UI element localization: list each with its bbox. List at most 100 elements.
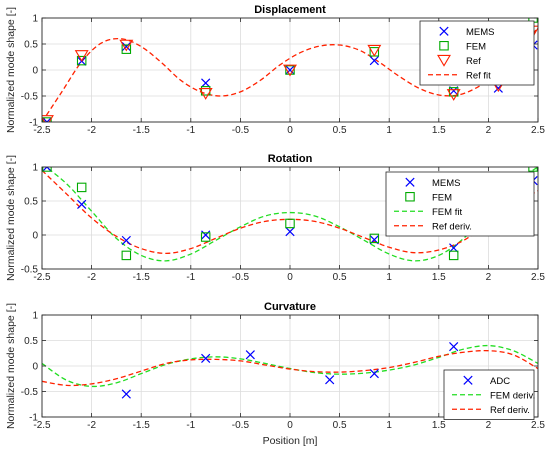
- data-point-mems: [285, 226, 295, 237]
- legend-symbol-ref: [437, 54, 451, 67]
- x-tick-label: 0.5: [333, 420, 347, 431]
- legend-symbol-fem: [439, 40, 449, 51]
- legend: MEMS FEM FEM fit Ref deriv.: [385, 171, 535, 237]
- x-tick-label: -2.5: [33, 420, 51, 431]
- x-tick-label: -0.5: [232, 272, 250, 283]
- data-point-mems: [42, 167, 52, 172]
- x-tick-label: 2: [486, 125, 492, 136]
- x-axis-label: Position [m]: [263, 435, 318, 447]
- data-point-mems: [201, 78, 211, 88]
- data-point-ref: [74, 50, 89, 62]
- data-point-mems: [121, 235, 131, 246]
- y-tick-label: -0.5: [21, 387, 39, 398]
- y-tick-label: 0: [32, 66, 38, 77]
- chart-title: Rotation: [268, 153, 313, 165]
- series-line-fem-fit: [45, 167, 538, 262]
- data-point-mems: [77, 199, 87, 210]
- data-point-mems: [121, 41, 131, 52]
- x-tick-label: -2: [87, 272, 96, 283]
- legend-label: MEMS: [466, 27, 495, 38]
- x-tick-label: 1.5: [432, 420, 446, 431]
- x-tick-label: 1.5: [432, 125, 446, 136]
- panel-curvature: -2.5 -2 -1.5 -1 -0.5 0 0.5 1 1.5 2 2.5 -1 -0.5 0 0.5 1 C…: [5, 301, 545, 447]
- legend-label: FEM fit: [432, 207, 462, 218]
- y-tick-label: -1: [29, 413, 38, 424]
- x-tick-label: -1: [186, 125, 195, 136]
- x-tick-label: 2: [486, 420, 492, 431]
- panel-displacement: -2.5 -2 -1.5 -1 -0.5 0 0.5 1 1.5 2 2.5 -1 -0.5 0 0.5 1 D…: [5, 4, 545, 136]
- legend-box: [443, 369, 535, 420]
- data-point-fem: [121, 250, 132, 261]
- x-tick-label: 0.5: [333, 125, 347, 136]
- data-point-fem: [285, 218, 295, 229]
- data-point-adc: [245, 350, 255, 360]
- x-tick-label: 0.5: [333, 272, 347, 283]
- y-axis-label: Normalized mode shape [-]: [5, 155, 17, 281]
- chart-title: Curvature: [264, 301, 316, 313]
- legend-symbol-mems: [405, 177, 415, 187]
- y-tick-label: 1: [32, 14, 38, 25]
- data-point-mems: [201, 230, 211, 240]
- data-point-mems: [42, 117, 52, 122]
- x-tick-label: -1: [186, 420, 195, 431]
- y-tick-label: 0.5: [24, 40, 38, 51]
- data-point-adc: [325, 375, 335, 385]
- data-point-fem: [42, 117, 52, 122]
- x-tick-label: 1: [386, 420, 392, 431]
- data-point-mems: [369, 56, 379, 66]
- x-tick-label: 1.5: [432, 272, 446, 283]
- legend: ADC FEM deriv. Ref deriv.: [443, 369, 535, 420]
- legend-label: ADC: [490, 376, 510, 387]
- legend-label: MEMS: [432, 178, 461, 189]
- y-tick-label: 0.5: [24, 336, 38, 347]
- panel-rotation: -2.5 -2 -1.5 -1 -0.5 0 0.5 1 1.5 2 2.5 -0.5 0 0.5 1 Rot…: [5, 153, 545, 283]
- legend-label: FEM: [432, 192, 452, 203]
- data-layer: [42, 341, 538, 399]
- x-tick-label: 0: [287, 420, 293, 431]
- y-tick-label: -1: [29, 118, 38, 129]
- x-tick-label: 0: [287, 125, 293, 136]
- data-point-ref: [42, 115, 54, 122]
- legend-label: Ref fit: [466, 70, 491, 81]
- data-point-ref: [198, 88, 213, 100]
- series-line-ref-deriv-: [42, 349, 538, 387]
- x-tick-label: 2.5: [531, 272, 545, 283]
- data-point-fem: [285, 65, 295, 75]
- x-tick-label: -2.5: [33, 125, 51, 136]
- x-tick-label: -0.5: [232, 125, 250, 136]
- data-point-adc: [369, 369, 379, 379]
- legend-label: Ref deriv.: [432, 221, 472, 232]
- data-point-fem: [200, 232, 211, 242]
- x-tick-label: 1: [386, 272, 392, 283]
- data-point-fem: [121, 44, 132, 54]
- legend-label: FEM: [466, 41, 486, 52]
- data-point-fem: [76, 182, 87, 193]
- x-tick-label: 2.5: [531, 125, 545, 136]
- y-axis-label: Normalized mode shape [-]: [5, 7, 17, 133]
- x-tick-label: -2.5: [33, 272, 51, 283]
- legend: MEMS FEM Ref Ref fit: [419, 20, 535, 86]
- data-point-adc: [201, 353, 211, 363]
- x-tick-label: -0.5: [232, 420, 250, 431]
- data-point-ref: [283, 64, 297, 77]
- y-tick-label: 0.5: [24, 197, 38, 208]
- data-point-ref: [119, 39, 134, 52]
- data-point-adc: [121, 389, 131, 399]
- x-tick-label: -1: [186, 272, 195, 283]
- y-tick-label: 0: [32, 231, 38, 242]
- x-tick-label: -2: [87, 125, 96, 136]
- data-point-mems: [285, 65, 295, 75]
- y-tick-label: -0.5: [21, 92, 39, 103]
- x-tick-label: 0: [287, 272, 293, 283]
- x-tick-label: -1.5: [133, 420, 151, 431]
- data-point-fem: [448, 250, 459, 261]
- data-point-adc: [449, 341, 459, 352]
- x-tick-label: 2: [486, 272, 492, 283]
- data-point-fem: [76, 55, 87, 66]
- y-tick-label: 1: [32, 311, 38, 322]
- legend-symbol-fem: [405, 192, 415, 202]
- legend-symbol-mems: [439, 26, 449, 36]
- y-tick-label: 1: [32, 163, 38, 174]
- y-tick-label: 0: [32, 362, 38, 373]
